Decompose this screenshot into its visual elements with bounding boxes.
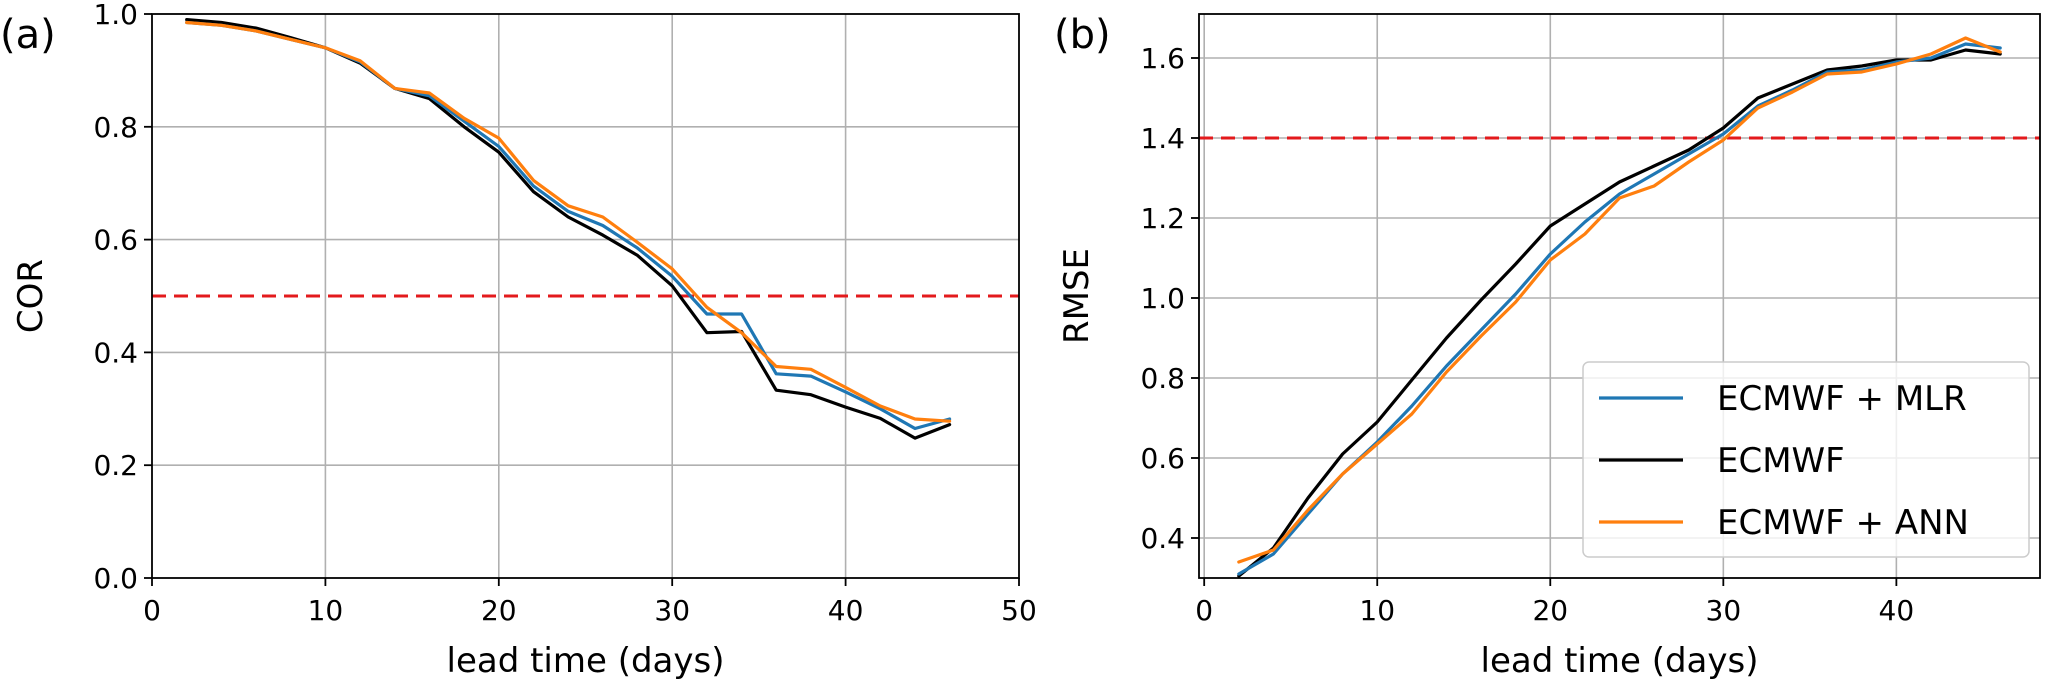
x-tick-label: 10 xyxy=(308,594,344,627)
x-tick-label: 20 xyxy=(1532,594,1568,627)
series-line-ecmwf xyxy=(185,18,952,440)
y-tick-label: 0.2 xyxy=(93,449,138,482)
y-tick-label: 0.8 xyxy=(93,111,138,144)
y-axis-label: COR xyxy=(11,259,51,333)
x-axis-label: lead time (days) xyxy=(1481,641,1759,681)
legend-label: ECMWF xyxy=(1717,441,1845,481)
y-tick-label: 1.6 xyxy=(1140,42,1185,75)
legend-box xyxy=(1582,361,2030,558)
y-tick-label: 1.2 xyxy=(1140,202,1185,235)
legend-item-ecmwf-ann: ECMWF + ANN xyxy=(1599,503,1969,543)
plot-frame xyxy=(151,13,1020,579)
y-tick-label: 0.6 xyxy=(93,224,138,257)
panel-label: (a) xyxy=(0,12,56,58)
x-tick-label: 40 xyxy=(1879,594,1915,627)
legend: ECMWF + MLR ECMWF ECMWF + ANN xyxy=(1582,361,2030,558)
x-tick-label: 50 xyxy=(1001,594,1037,627)
x-tick-label: 40 xyxy=(828,594,864,627)
y-tick-label: 0.4 xyxy=(1140,522,1185,555)
plot-frame xyxy=(1198,13,2041,579)
panel-a: 0 10 20 30 40 50 0.0 0.2 0.4 0.6 0.8 1.0 lead time (… xyxy=(0,0,1037,681)
y-tick-label: 0.6 xyxy=(1140,442,1185,475)
legend-label: ECMWF + ANN xyxy=(1717,503,1969,543)
series-line-ecmwf-mlr xyxy=(185,20,952,431)
x-tick-label: 30 xyxy=(654,594,690,627)
y-tick-label: 0.8 xyxy=(1140,362,1185,395)
x-tick-label: 10 xyxy=(1359,594,1395,627)
x-axis-label: lead time (days) xyxy=(447,641,725,681)
series-line-ecmwf-ann xyxy=(185,20,952,423)
legend-item-ecmwf-mlr: ECMWF + MLR xyxy=(1599,379,1967,419)
panel-label: (b) xyxy=(1054,12,1111,58)
series-line-ecmwf-ann xyxy=(1237,36,2002,564)
y-tick-label: 0.0 xyxy=(93,562,138,595)
series-line-ecmwf xyxy=(1237,48,2002,578)
y-tick-label: 1.0 xyxy=(1140,282,1185,315)
x-tick-label: 30 xyxy=(1706,594,1742,627)
y-axis-label: RMSE xyxy=(1057,248,1097,344)
legend-item-ecmwf: ECMWF xyxy=(1599,441,1845,481)
panel-b: 0 10 20 30 40 0.4 0.6 0.8 1.0 1.2 1.4 1.6 lead time … xyxy=(1054,12,2041,681)
x-tick-label: 0 xyxy=(143,594,161,627)
x-tick-label: 0 xyxy=(1195,594,1213,627)
x-tick-label: 20 xyxy=(481,594,517,627)
y-tick-label: 0.4 xyxy=(93,336,138,369)
y-tick-label: 1.4 xyxy=(1140,122,1185,155)
y-tick-label: 1.0 xyxy=(93,0,138,31)
legend-label: ECMWF + MLR xyxy=(1717,379,1967,419)
